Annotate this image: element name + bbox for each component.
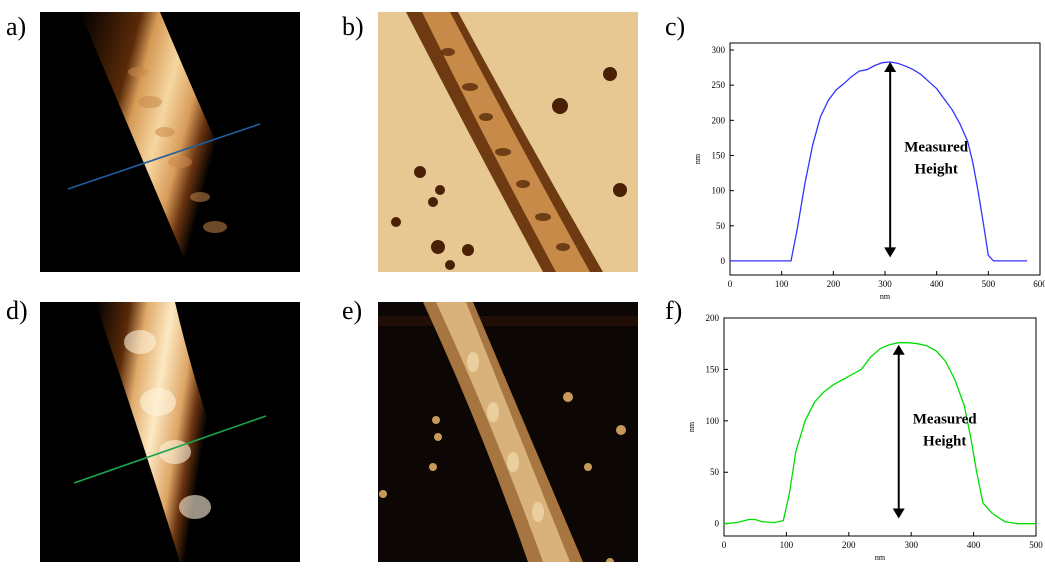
height-profile-chart-f: 0 50 100 150 200 0 100 200 300 400 500 nm nm Measured… <box>680 310 1045 569</box>
y-tick-label: 200 <box>712 115 726 125</box>
y-tick-label: 0 <box>715 519 720 529</box>
series-line <box>723 342 1036 525</box>
y-tick-label: 100 <box>712 186 726 196</box>
height-profile-chart-c: 0 50 100 150 200 250 300 0 100 200 300 400 500 600 nm n… <box>680 35 1045 305</box>
y-tick-label: 200 <box>706 313 720 323</box>
x-tick-label: 0 <box>722 540 727 550</box>
y-tick-label: 50 <box>716 221 726 231</box>
height-arrow-head-bottom <box>884 247 897 258</box>
profile-line-d <box>73 415 267 484</box>
y-tick-label: 50 <box>710 467 720 477</box>
height-arrow-head-top <box>884 61 897 72</box>
profile-line-a <box>67 123 261 190</box>
afm-height-image-a <box>40 12 300 272</box>
x-tick-label: 100 <box>780 540 794 550</box>
height-arrow-head-bottom <box>892 508 905 519</box>
x-tick-label: 100 <box>775 279 789 289</box>
series-line <box>730 61 1028 262</box>
x-tick-label: 0 <box>728 279 733 289</box>
y-axis-label: nm <box>693 153 702 164</box>
x-tick-label: 200 <box>842 540 856 550</box>
x-tick-label: 400 <box>930 279 944 289</box>
afm-height-image-d <box>40 302 300 562</box>
annotation-measured: Measured <box>913 412 978 428</box>
x-tick-label: 400 <box>967 540 981 550</box>
x-tick-label: 300 <box>878 279 892 289</box>
plot-frame <box>729 42 1041 276</box>
x-tick-label: 500 <box>1029 540 1043 550</box>
y-tick-label: 250 <box>712 80 726 90</box>
afm-phase-image-e <box>378 302 638 562</box>
annotation-measured: Measured <box>904 140 969 156</box>
annotation-height: Height <box>923 434 966 450</box>
y-tick-label: 300 <box>712 45 726 55</box>
height-arrow-head-top <box>892 344 905 355</box>
y-tick-label: 0 <box>721 256 726 266</box>
x-tick-label: 300 <box>904 540 918 550</box>
plot-frame <box>723 317 1037 537</box>
x-tick-label: 500 <box>982 279 996 289</box>
panel-label-f: f) <box>665 296 683 325</box>
afm-phase-image-b <box>378 12 638 272</box>
panel-label-a: a) <box>6 12 27 41</box>
x-axis-label: nm <box>875 553 886 562</box>
panel-label-b: b) <box>342 12 364 41</box>
y-tick-label: 100 <box>706 416 720 426</box>
x-axis-label: nm <box>880 292 891 301</box>
panel-label-c: c) <box>665 12 686 41</box>
annotation-height: Height <box>914 162 957 178</box>
x-tick-label: 600 <box>1033 279 1045 289</box>
panel-label-e: e) <box>342 296 363 325</box>
y-tick-label: 150 <box>706 364 720 374</box>
y-axis-label: nm <box>687 421 696 432</box>
y-tick-label: 150 <box>712 150 726 160</box>
x-tick-label: 200 <box>827 279 841 289</box>
panel-label-d: d) <box>6 296 28 325</box>
